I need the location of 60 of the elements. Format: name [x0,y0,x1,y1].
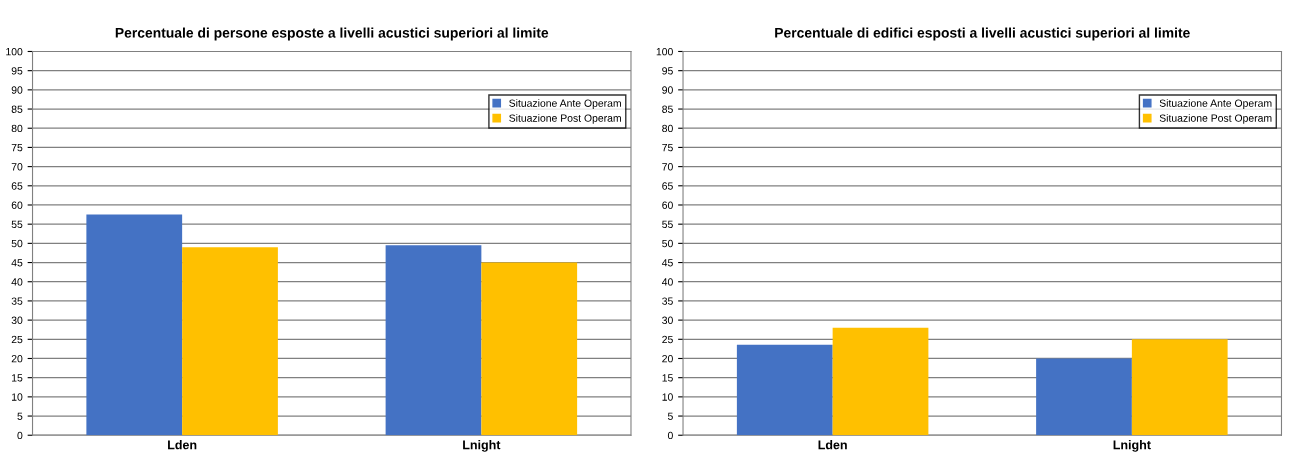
y-tick-label: 5 [667,412,673,420]
y-tick-label: 60 [11,201,23,209]
y-tick-label: 50 [11,239,23,248]
y-tick-label: 65 [662,182,673,190]
y-tick-label: 25 [662,335,673,344]
x-tick-label: Lden [818,440,847,450]
legend-label: Situazione Ante Operam [509,99,621,109]
y-tick-label: 30 [11,316,23,324]
y-tick-label: 85 [11,105,23,113]
y-tick-label: 15 [12,374,23,382]
chart-title: Percentuale di persone esposte a livelli acustici superiori al limite [115,27,549,41]
legend-label: Situazione Post Operam [509,114,621,124]
bar [1131,339,1228,436]
y-tick-label: 90 [11,86,23,94]
y-tick-label: 45 [661,259,673,267]
bar [86,214,183,436]
y-tick-label: 90 [662,86,673,94]
y-tick-label: 95 [662,67,673,75]
bar [1036,358,1132,436]
y-tick-label: 25 [11,335,23,344]
x-tick-label: Lden [168,440,197,450]
x-tick-label: Lnight [1113,440,1151,452]
y-tick-label: 60 [662,201,673,209]
y-tick-label: 55 [11,220,23,229]
y-tick-label: 35 [11,297,23,305]
y-tick-label: 50 [662,239,673,248]
bar [481,262,578,436]
legend-label: Situazione Post Operam [1159,114,1272,124]
bar [832,327,929,436]
y-tick-label: 100 [656,47,673,56]
y-tick-label: 100 [6,47,23,56]
y-tick-label: 20 [11,354,23,363]
y-tick-label: 30 [662,316,673,324]
y-tick-label: 35 [662,297,673,305]
y-tick-label: 0 [17,431,23,440]
y-tick-label: 70 [11,163,23,171]
y-tick-label: 95 [11,67,23,75]
y-tick-label: 65 [11,182,23,190]
y-tick-label: 70 [662,163,673,171]
y-tick-label: 75 [11,144,23,152]
x-tick-label: Lnight [463,440,501,452]
y-tick-label: 15 [662,374,673,382]
legend-label: Situazione Ante Operam [1159,99,1272,109]
y-tick-label: 40 [11,278,23,286]
y-tick-label: 80 [11,124,23,133]
y-tick-label: 40 [661,278,673,286]
y-tick-label: 55 [662,220,673,229]
bar [736,344,833,436]
y-tick-label: 5 [17,412,23,420]
y-tick-label: 85 [662,105,673,113]
y-tick-label: 10 [12,393,23,401]
bar [385,245,482,436]
bar [182,247,278,436]
y-tick-label: 45 [11,259,23,267]
y-tick-label: 20 [662,354,673,363]
y-tick-label: 10 [662,393,673,401]
chart-title: Percentuale di edifici esposti a livelli acustici superiori al limite [775,27,1190,41]
y-tick-label: 80 [662,124,673,133]
y-tick-label: 0 [667,431,673,440]
y-tick-label: 75 [662,144,673,152]
